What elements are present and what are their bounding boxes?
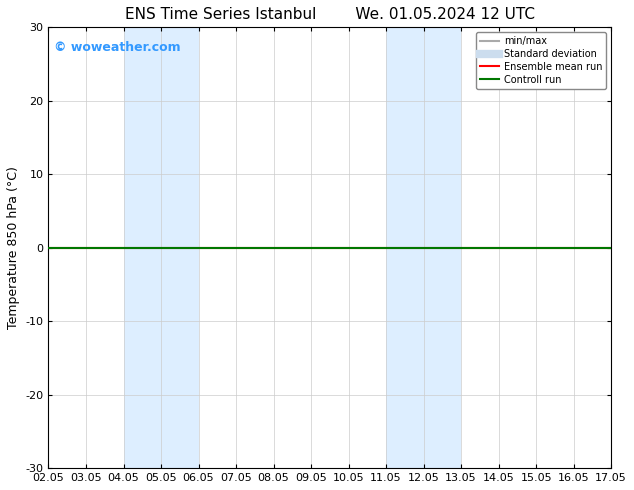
- Text: © woweather.com: © woweather.com: [54, 41, 181, 53]
- Y-axis label: Temperature 850 hPa (°C): Temperature 850 hPa (°C): [7, 166, 20, 329]
- Title: ENS Time Series Istanbul        We. 01.05.2024 12 UTC: ENS Time Series Istanbul We. 01.05.2024 …: [125, 7, 535, 22]
- Legend: min/max, Standard deviation, Ensemble mean run, Controll run: min/max, Standard deviation, Ensemble me…: [476, 32, 606, 89]
- Bar: [386, 27, 461, 468]
- Bar: [124, 27, 198, 468]
